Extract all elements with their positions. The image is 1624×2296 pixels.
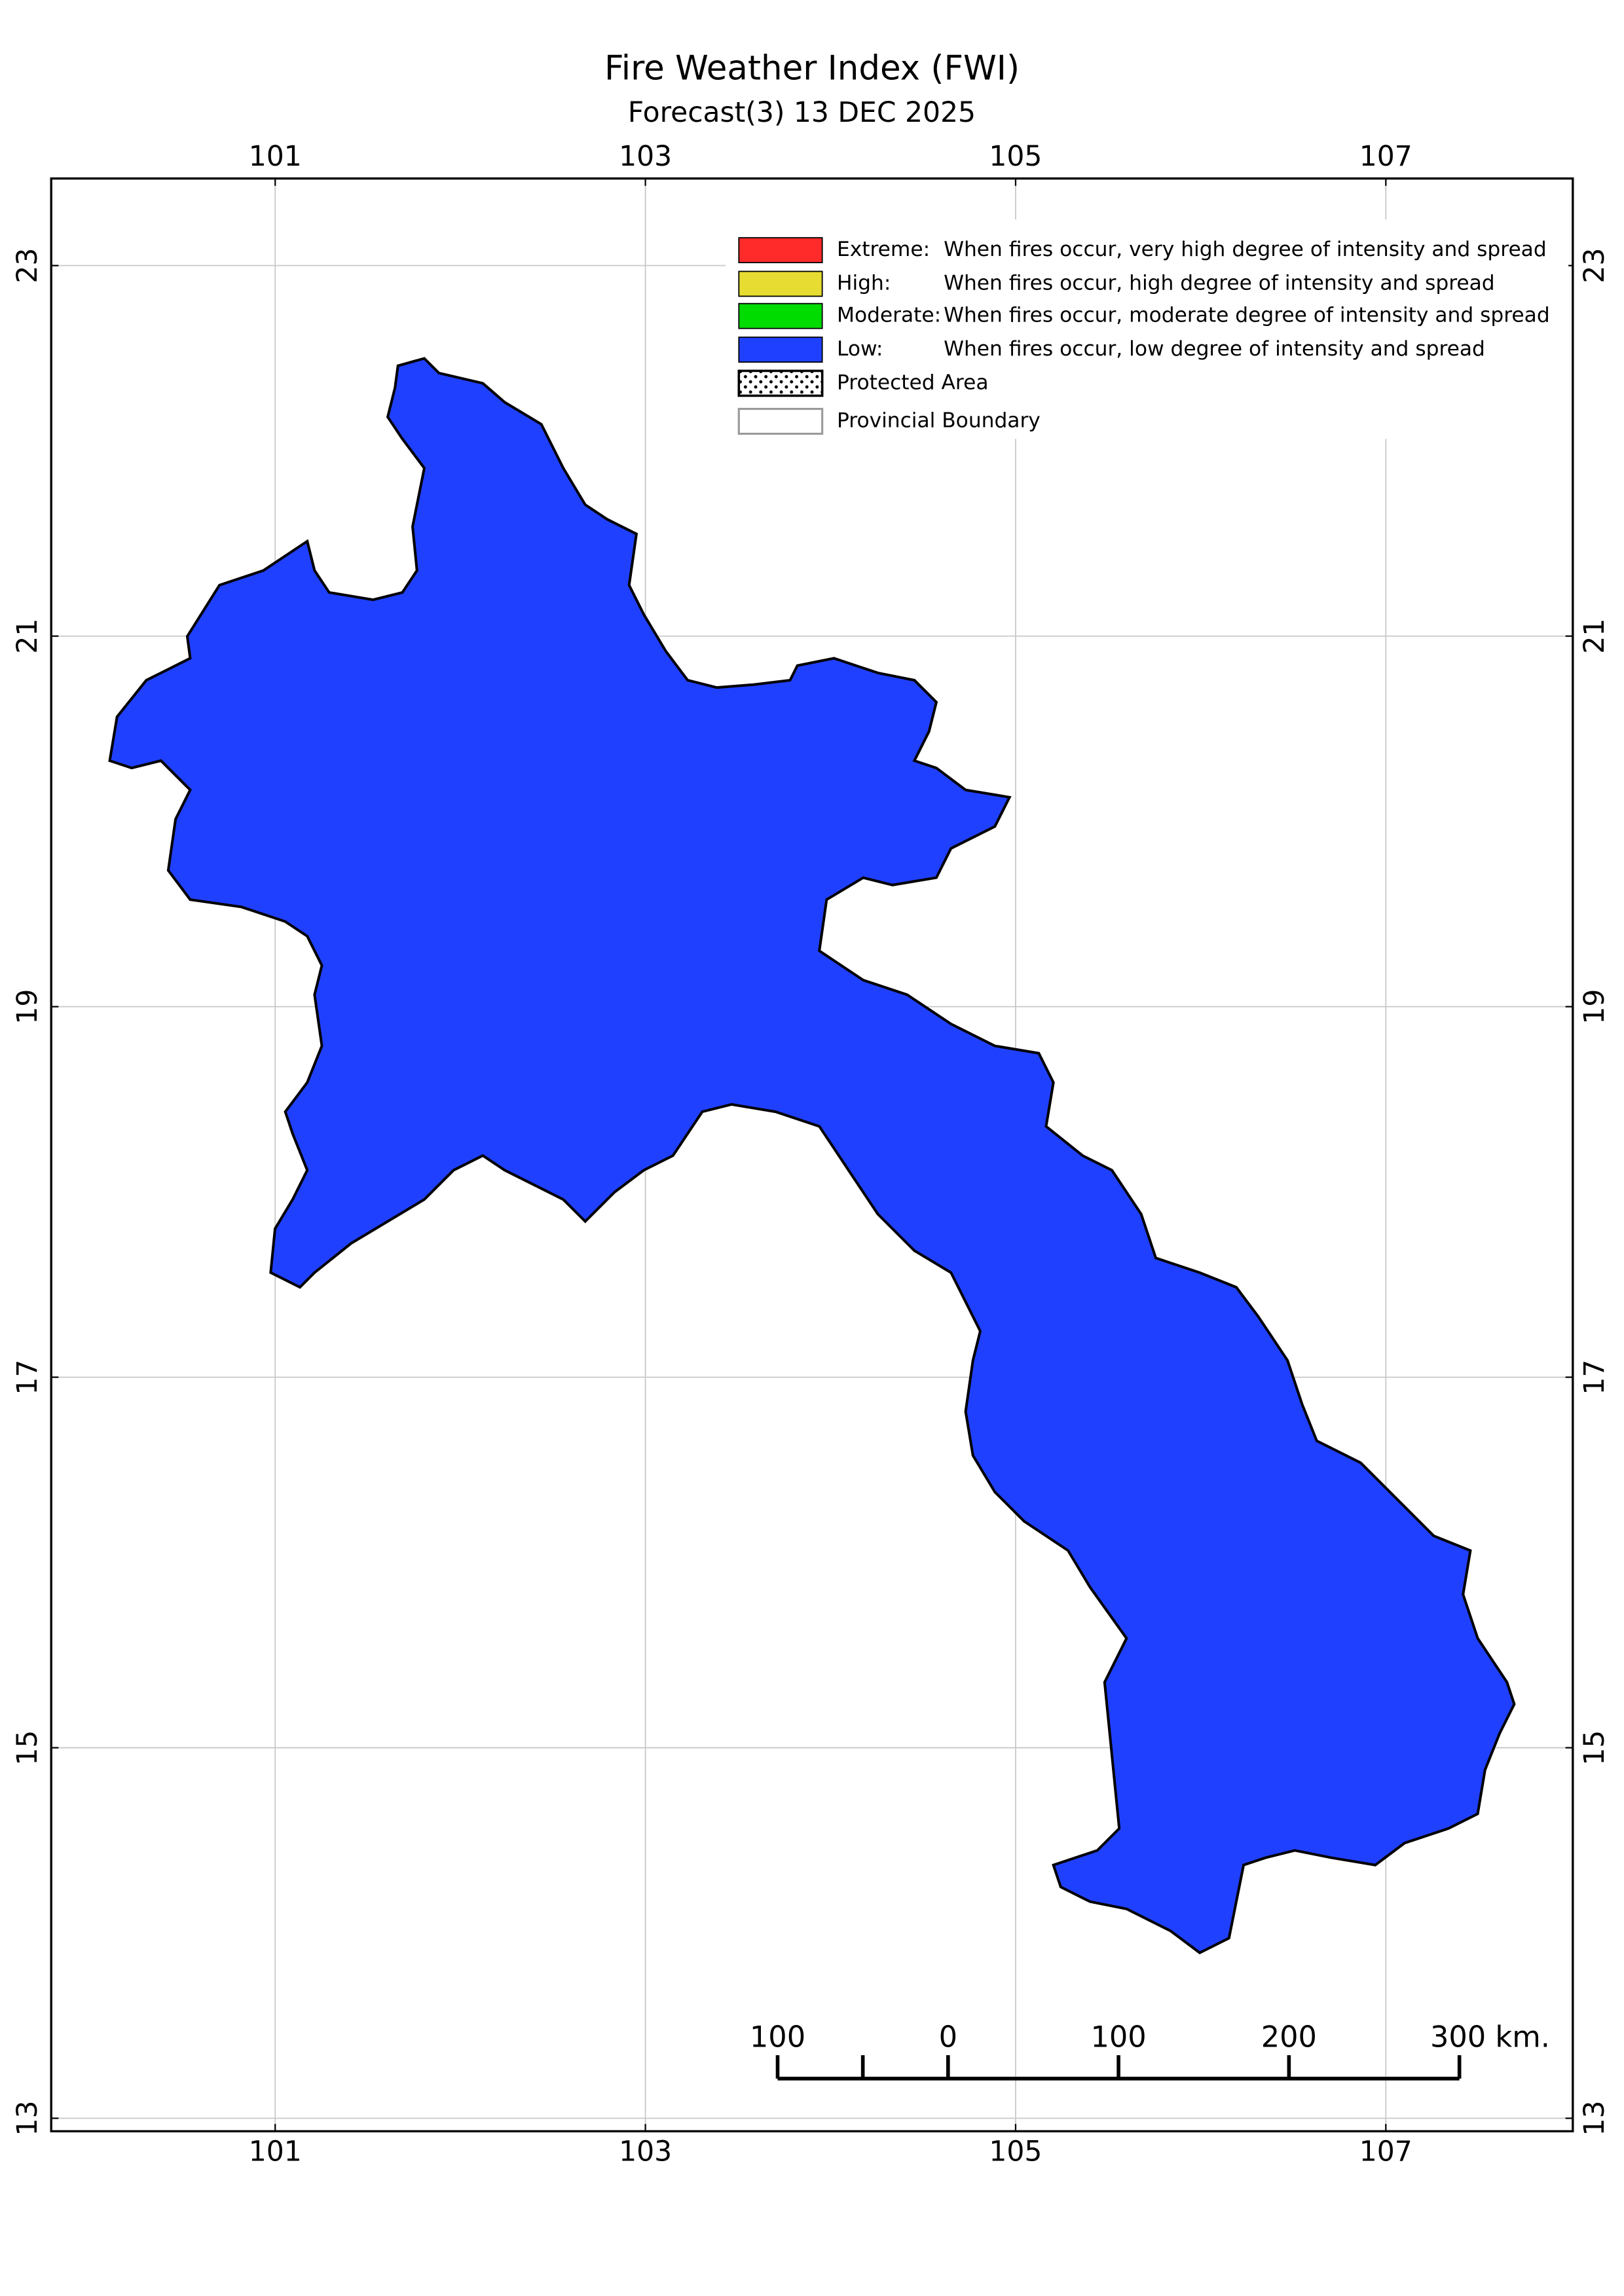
latitude-label: 17 xyxy=(1579,1360,1611,1395)
legend-description: When fires occur, moderate degree of int… xyxy=(944,304,1550,327)
title: Fire Weather Index (FWI) xyxy=(604,48,1020,88)
latitude-label: 19 xyxy=(1579,989,1611,1025)
subtitle: Forecast(3) 13 DEC 2025 xyxy=(628,97,976,129)
legend-label: Low: xyxy=(837,337,883,361)
legend: Extreme: When fires occur, very high degr… xyxy=(726,219,1569,439)
legend-label: High: xyxy=(837,272,891,295)
longitude-label: 107 xyxy=(1359,2136,1412,2168)
scale-bar: 100 0 100 200 300 km. xyxy=(750,2020,1550,2081)
longitude-label: 107 xyxy=(1359,141,1412,173)
latitude-label: 21 xyxy=(1579,619,1611,654)
legend-label: Extreme: xyxy=(837,238,930,261)
fwi-map xyxy=(110,351,1515,1952)
longitude-label: 101 xyxy=(249,2136,302,2168)
scale-label: 100 xyxy=(1090,2020,1146,2054)
legend-swatch xyxy=(737,407,824,435)
legend-swatch xyxy=(737,369,824,397)
latitude-label: 15 xyxy=(1579,1730,1611,1766)
latitude-label: 13 xyxy=(12,2101,44,2136)
scale-label: 200 xyxy=(1261,2020,1317,2054)
graticule: 101 101 103 103 105 105 107 107 13 13 15 15 17 17 19 19… xyxy=(12,141,1611,2168)
scale-label: 0 xyxy=(939,2020,957,2054)
legend-swatch xyxy=(738,337,823,363)
country-border xyxy=(110,358,1515,1952)
legend-background xyxy=(726,219,1569,439)
scale-label: 100 xyxy=(750,2020,805,2054)
legend-swatch xyxy=(738,270,823,297)
longitude-label: 105 xyxy=(989,141,1042,173)
map-frame xyxy=(50,177,1574,2133)
latitude-label: 17 xyxy=(12,1360,44,1395)
latitude-label: 23 xyxy=(1579,248,1611,283)
longitude-label: 105 xyxy=(989,2136,1042,2168)
legend-label: Moderate: xyxy=(837,304,941,327)
latitude-label: 23 xyxy=(12,248,44,283)
legend-description: When fires occur, low degree of intensit… xyxy=(944,337,1485,361)
latitude-label: 19 xyxy=(12,989,44,1025)
scale-label: 300 km. xyxy=(1430,2020,1550,2054)
latitude-label: 21 xyxy=(12,619,44,654)
legend-label: Provincial Boundary xyxy=(837,409,1041,433)
longitude-label: 103 xyxy=(619,2136,672,2168)
longitude-label: 101 xyxy=(249,141,302,173)
legend-description: When fires occur, high degree of intensi… xyxy=(944,272,1495,295)
longitude-label: 103 xyxy=(619,141,672,173)
legend-swatch xyxy=(738,237,823,264)
latitude-label: 13 xyxy=(1579,2101,1611,2136)
latitude-label: 15 xyxy=(12,1730,44,1766)
legend-label: Protected Area xyxy=(837,371,989,394)
legend-description: When fires occur, very high degree of in… xyxy=(944,238,1547,261)
legend-swatch xyxy=(738,302,823,329)
